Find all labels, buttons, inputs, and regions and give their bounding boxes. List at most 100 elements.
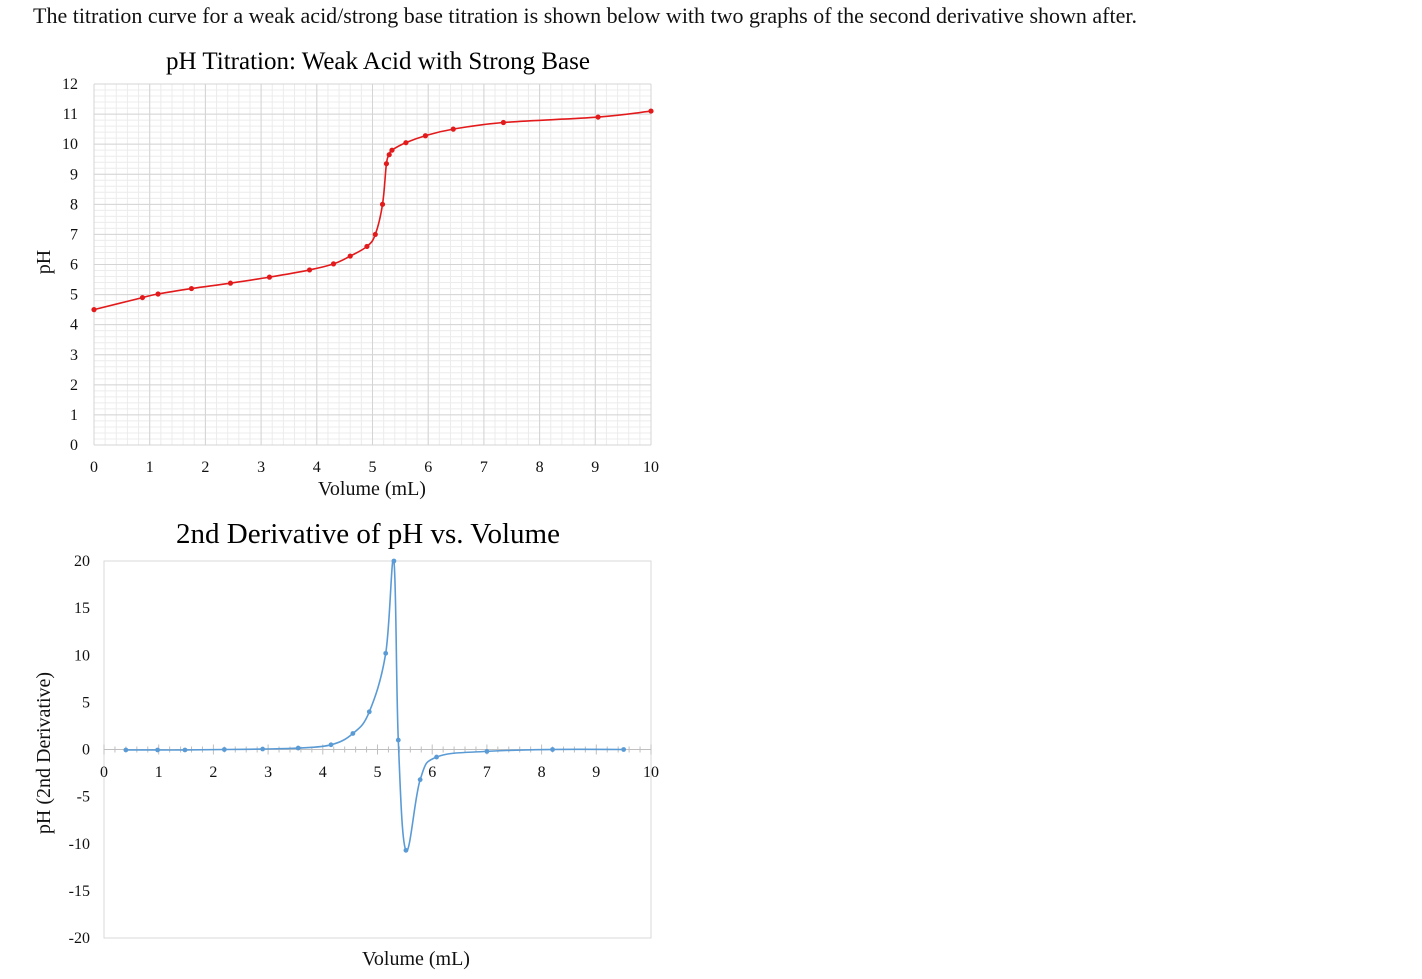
data-point <box>500 119 506 126</box>
data-point <box>434 754 439 760</box>
data-point <box>306 267 313 273</box>
data-point <box>182 747 188 753</box>
y-tick-label: 2 <box>70 377 78 394</box>
x-tick-labels: 0 1 2 3 4 5 6 7 8 9 10 <box>100 764 659 781</box>
data-point <box>366 709 372 715</box>
y-axis-label: pH <box>33 250 55 274</box>
grid <box>93 83 652 446</box>
x-tick-label: 9 <box>591 459 599 476</box>
y-tick-label: -20 <box>69 930 90 947</box>
y-tick-label: -15 <box>69 883 90 900</box>
y-tick-label: 12 <box>62 76 78 93</box>
x-tick-label: 2 <box>201 459 209 476</box>
data-point <box>372 231 378 238</box>
y-tick-label: 15 <box>74 600 90 617</box>
x-tick-label: 5 <box>369 459 377 476</box>
data-point <box>364 243 370 250</box>
y-tick-label: 10 <box>62 136 78 153</box>
x-tick-label: 8 <box>538 764 546 781</box>
x-tick-label: 4 <box>319 764 327 781</box>
x-tick-label: 9 <box>592 764 600 781</box>
x-axis-label: Volume (mL) <box>318 478 426 500</box>
data-point <box>450 126 456 132</box>
y-axis-label: pH (2nd Derivative) <box>33 672 55 834</box>
x-tick-label: 3 <box>257 459 265 476</box>
x-tick-label: 8 <box>536 459 544 476</box>
x-tick-label: 3 <box>264 764 272 781</box>
y-tick-label: 0 <box>82 742 90 759</box>
x-tick-label: 10 <box>643 459 659 476</box>
x-tick-label: 5 <box>374 764 382 781</box>
y-tick-label: 8 <box>70 196 78 213</box>
titration-chart: pH Titration: Weak Acid with Strong Base… <box>33 48 659 500</box>
data-point <box>227 280 234 286</box>
second-derivative-chart: 2nd Derivative of pH vs. Volume -20 -15 -1… <box>33 518 659 970</box>
x-tick-label: 7 <box>483 764 491 781</box>
y-tick-label: 3 <box>70 347 78 364</box>
data-point <box>260 746 266 752</box>
data-point <box>91 307 97 313</box>
data-point <box>417 777 423 783</box>
y-tick-label: 4 <box>70 317 78 334</box>
y-tick-label: 6 <box>70 257 78 274</box>
data-point <box>123 747 129 753</box>
x-axis-label: Volume (mL) <box>362 948 470 970</box>
data-point <box>395 737 401 743</box>
y-tick-label: 1 <box>70 407 78 424</box>
y-tick-label: 10 <box>74 647 90 664</box>
series-line <box>125 561 624 852</box>
y-tick-label: 0 <box>70 437 78 454</box>
data-point <box>347 253 353 259</box>
x-tick-label: 7 <box>480 459 488 476</box>
data-point <box>422 133 429 139</box>
data-point <box>383 161 390 167</box>
data-point <box>330 261 337 267</box>
data-point <box>550 747 555 752</box>
intro-text: The titration curve for a weak acid/stro… <box>33 3 1137 28</box>
data-point <box>386 152 392 158</box>
y-tick-label: 9 <box>70 166 78 183</box>
data-point <box>379 201 386 207</box>
data-point <box>188 285 195 292</box>
x-tick-label: 4 <box>313 459 321 476</box>
x-tick-label: 2 <box>209 764 217 781</box>
x-tick-label: 10 <box>643 764 659 781</box>
series <box>91 108 654 313</box>
data-point <box>266 274 273 280</box>
data-point <box>595 114 601 120</box>
y-tick-label: 5 <box>70 287 78 304</box>
y-tick-label: -5 <box>77 789 90 806</box>
y-tick-labels: -20 -15 -10 -5 0 5 10 15 20 <box>69 553 90 947</box>
y-tick-label: 11 <box>63 106 78 123</box>
x-tick-label: 6 <box>428 764 436 781</box>
chart-title: 2nd Derivative of pH vs. Volume <box>176 518 560 550</box>
data-point <box>350 731 356 736</box>
series <box>123 558 627 853</box>
y-tick-label: 20 <box>74 553 90 570</box>
data-point <box>389 147 395 153</box>
data-point <box>621 747 627 752</box>
y-tick-label: 5 <box>82 694 90 711</box>
y-tick-label: 7 <box>70 226 78 243</box>
data-point <box>648 108 654 114</box>
x-tick-label: 0 <box>100 764 108 781</box>
data-point <box>328 742 334 748</box>
data-point <box>403 847 409 853</box>
chart-title: pH Titration: Weak Acid with Strong Base <box>166 48 590 75</box>
data-point <box>155 291 161 297</box>
y-tick-label: -10 <box>69 836 90 853</box>
x-tick-label: 1 <box>155 764 163 781</box>
data-point <box>383 650 389 656</box>
data-point <box>484 748 490 754</box>
x-tick-label: 0 <box>90 459 98 476</box>
data-point <box>295 745 301 751</box>
data-point <box>139 294 146 301</box>
data-point <box>391 558 397 564</box>
x-tick-label: 1 <box>146 459 154 476</box>
data-point <box>403 140 409 146</box>
data-point <box>221 747 227 752</box>
x-tick-label: 6 <box>424 459 432 476</box>
x-tick-labels: 0 1 2 3 4 5 6 7 8 9 10 <box>90 459 659 476</box>
